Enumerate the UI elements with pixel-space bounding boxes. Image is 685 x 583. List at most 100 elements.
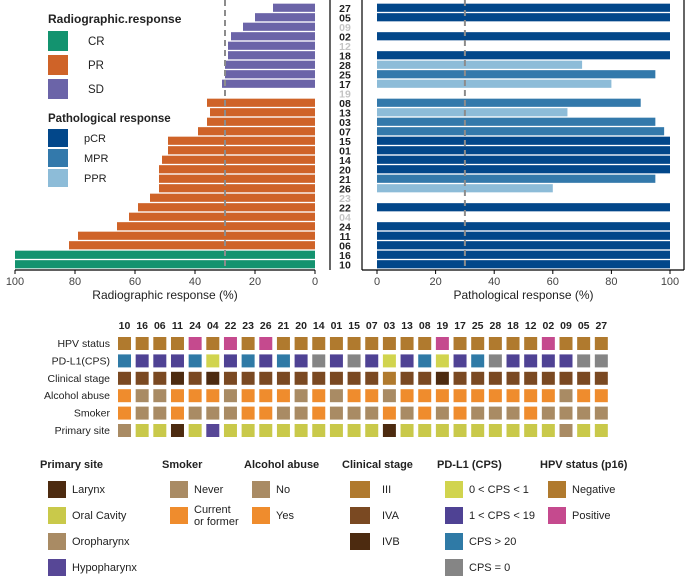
heatmap-cell-pd-l1-cps-02: [541, 354, 555, 368]
pathological-legend-label-mpr: MPR: [84, 153, 109, 165]
pathological-bar-patient-27: [377, 3, 670, 12]
pathological-legend-label-ppr: PPR: [84, 173, 107, 185]
heatmap-cell-smoker-08: [418, 406, 432, 420]
heatmap-cell-alcohol-abuse-05: [577, 389, 591, 403]
heatmap-cell-primary-site-20: [294, 424, 308, 437]
heatmap-cell-pd-l1-cps-24: [188, 354, 202, 368]
heatmap-cell-alcohol-abuse-20: [294, 389, 308, 403]
heatmap-column-label-16: 16: [136, 320, 148, 332]
heatmap-cell-hpv-status-24: [188, 337, 202, 350]
heatmap-row-label-primary-site: Primary site: [55, 425, 111, 437]
legend-label-smoker-never: Never: [194, 484, 224, 496]
heatmap-column-label-28: 28: [490, 320, 502, 332]
heatmap-cell-smoker-02: [541, 406, 555, 420]
heatmap-row-label-hpv-status: HPV status: [57, 338, 110, 350]
heatmap-cell-smoker-15: [347, 406, 361, 420]
radiographic-bar-patient-06: [69, 241, 315, 250]
patient-label-23: 23: [339, 193, 351, 205]
pathological-tick-label-60: 60: [547, 276, 559, 288]
heatmap-cell-pd-l1-cps-04: [206, 354, 220, 368]
heatmap-cell-primary-site-07: [365, 424, 379, 437]
heatmap-column-label-13: 13: [401, 320, 413, 332]
legend-title-primary-site: Primary site: [40, 459, 103, 471]
legend-label-clinical-stage-iii: III: [382, 484, 391, 496]
pathological-bar-patient-15: [377, 136, 670, 145]
heatmap-cell-primary-site-16: [135, 424, 149, 437]
heatmap-cell-hpv-status-04: [206, 337, 220, 350]
heatmap-cell-primary-site-18: [506, 424, 520, 437]
pathological-bar-patient-02: [377, 32, 670, 41]
heatmap-cell-alcohol-abuse-21: [276, 389, 290, 403]
pathological-bar-patient-25: [377, 70, 656, 79]
radiographic-legend-swatch-pr: [48, 55, 68, 75]
patient-label-05: 05: [339, 12, 351, 24]
heatmap-cell-pd-l1-cps-22: [223, 354, 237, 368]
heatmap-cell-primary-site-22: [223, 424, 237, 437]
heatmap-cell-clinical-stage-17: [453, 371, 467, 385]
heatmap-cell-primary-site-28: [488, 424, 502, 437]
heatmap-column-label-20: 20: [295, 320, 307, 332]
pathological-bar-patient-13: [377, 108, 568, 117]
heatmap-cell-smoker-22: [223, 406, 237, 420]
radiographic-legend-swatch-cr: [48, 31, 68, 51]
radiographic-x-axis-title: Radiographic response (%): [92, 288, 237, 302]
heatmap-cell-alcohol-abuse-06: [153, 389, 167, 403]
heatmap-column-label-05: 05: [578, 320, 590, 332]
pathological-bar-patient-17: [377, 79, 612, 88]
legend-label-primary-site-oropharynx: Oropharynx: [72, 536, 130, 548]
legend-label-line-current: Current: [194, 504, 231, 516]
heatmap-cell-clinical-stage-01: [329, 371, 343, 385]
heatmap-cell-pd-l1-cps-17: [453, 354, 467, 368]
heatmap-cell-pd-l1-cps-01: [329, 354, 343, 368]
pathological-legend-swatch-mpr: [48, 149, 68, 167]
legends: Primary site Larynx Oral Cavity Oropharynx H…: [40, 459, 628, 576]
radiographic-legend-swatch-sd: [48, 79, 68, 99]
pathological-bar-patient-20: [377, 165, 670, 174]
heatmap-column-label-15: 15: [348, 320, 360, 332]
heatmap-cell-primary-site-25: [471, 424, 485, 437]
heatmap-cell-primary-site-05: [577, 424, 591, 437]
heatmap-cell-primary-site-24: [188, 424, 202, 437]
heatmap-cell-clinical-stage-05: [577, 371, 591, 385]
heatmap-cell-clinical-stage-10: [118, 371, 131, 385]
pathological-bar-patient-11: [377, 231, 670, 240]
legend-swatch-pd-l1-cps-cps-20: [445, 533, 463, 550]
heatmap-cell-hpv-status-16: [135, 337, 149, 350]
patient-id-labels: 2705090212182825171908130307150114202126…: [329, 0, 363, 271]
patient-label-26: 26: [339, 183, 351, 195]
heatmap-cell-alcohol-abuse-26: [259, 389, 273, 403]
heatmap-cell-clinical-stage-08: [418, 371, 432, 385]
heatmap-column-label-27: 27: [595, 320, 607, 332]
heatmap-cell-hpv-status-20: [294, 337, 308, 350]
heatmap-cell-hpv-status-21: [276, 337, 290, 350]
heatmap-cell-alcohol-abuse-16: [135, 389, 149, 403]
heatmap-cell-hpv-status-13: [400, 337, 414, 350]
legend-label-pd-l1-cps-cps-20: CPS > 20: [469, 536, 516, 548]
heatmap-cell-clinical-stage-07: [365, 371, 379, 385]
radiographic-legend-title: Radiographic.response: [48, 12, 182, 26]
heatmap-cell-pd-l1-cps-20: [294, 354, 308, 368]
heatmap-cell-smoker-24: [188, 406, 202, 420]
heatmap-row-label-clinical-stage: Clinical stage: [48, 373, 111, 385]
heatmap-cell-smoker-20: [294, 406, 308, 420]
patient-label-09: 09: [339, 22, 351, 34]
heatmap-cell-pd-l1-cps-09: [559, 354, 573, 368]
radiographic-bar-patient-23: [150, 193, 315, 202]
radiographic-bar-patient-27: [273, 3, 315, 12]
heatmap-cell-smoker-12: [524, 406, 538, 420]
legend-swatch-smoker-never: [170, 481, 188, 498]
heatmap-column-label-10: 10: [119, 320, 131, 332]
heatmap-cell-primary-site-13: [400, 424, 414, 437]
heatmap-cell-hpv-status-12: [524, 337, 538, 350]
heatmap-cell-pd-l1-cps-07: [365, 354, 379, 368]
pathological-tick-label-80: 80: [605, 276, 617, 288]
heatmap-cell-clinical-stage-23: [241, 371, 255, 385]
heatmap-cell-primary-site-03: [382, 424, 396, 437]
patient-label-04: 04: [339, 212, 351, 224]
heatmap-cell-smoker-16: [135, 406, 149, 420]
heatmap-cell-clinical-stage-27: [594, 371, 608, 385]
heatmap-cell-primary-site-21: [276, 424, 290, 437]
legend-label-clinical-stage-ivb: IVB: [382, 536, 400, 548]
pathological-bar-patient-28: [377, 60, 583, 69]
heatmap-cell-smoker-11: [170, 406, 184, 420]
